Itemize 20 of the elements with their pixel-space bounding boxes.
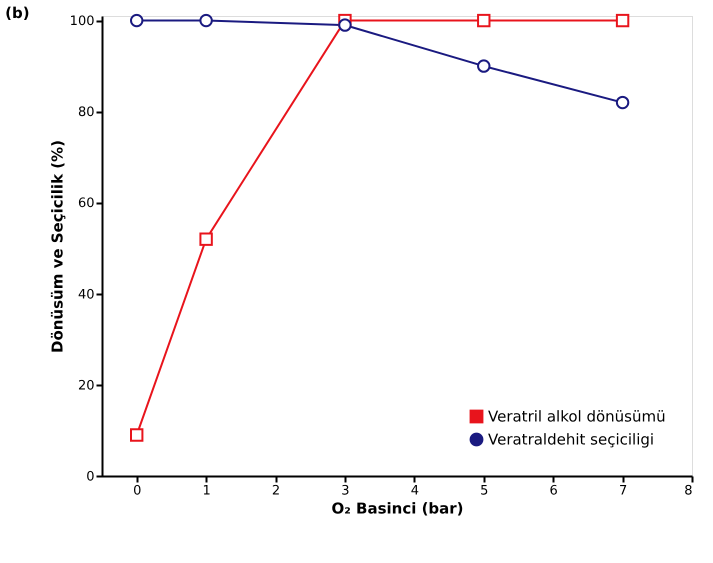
y-tick-label: 0 <box>86 470 94 484</box>
x-tick-label: 4 <box>410 484 419 498</box>
x-tick-label: 5 <box>480 484 488 498</box>
y-axis-title: Dönüsüm ve Seçicilik (%) <box>48 140 67 354</box>
x-tick-label: 2 <box>272 484 280 498</box>
x-axis-title: O₂ Basinci (bar) <box>331 500 464 518</box>
y-tick-label: 60 <box>78 196 94 212</box>
x-tick-label: 7 <box>618 484 628 498</box>
legend-label: Veratraldehit seçiciligi <box>488 430 654 448</box>
x-tick-label: 0 <box>133 484 142 498</box>
text: (b) <box>5 4 30 22</box>
y-tick-label: 100 <box>70 14 94 30</box>
y-tick-label: 20 <box>78 378 94 394</box>
legend-label: Veratril alkol dönüsümü <box>488 408 666 426</box>
y-tick-label: 80 <box>78 105 94 120</box>
x-tick-label: 8 <box>684 484 692 498</box>
x-tick-label: 1 <box>202 484 211 498</box>
x-tick-label: 3 <box>341 484 350 498</box>
x-tick-label: 6 <box>550 484 558 498</box>
y-tick-label: 40 <box>78 287 94 302</box>
